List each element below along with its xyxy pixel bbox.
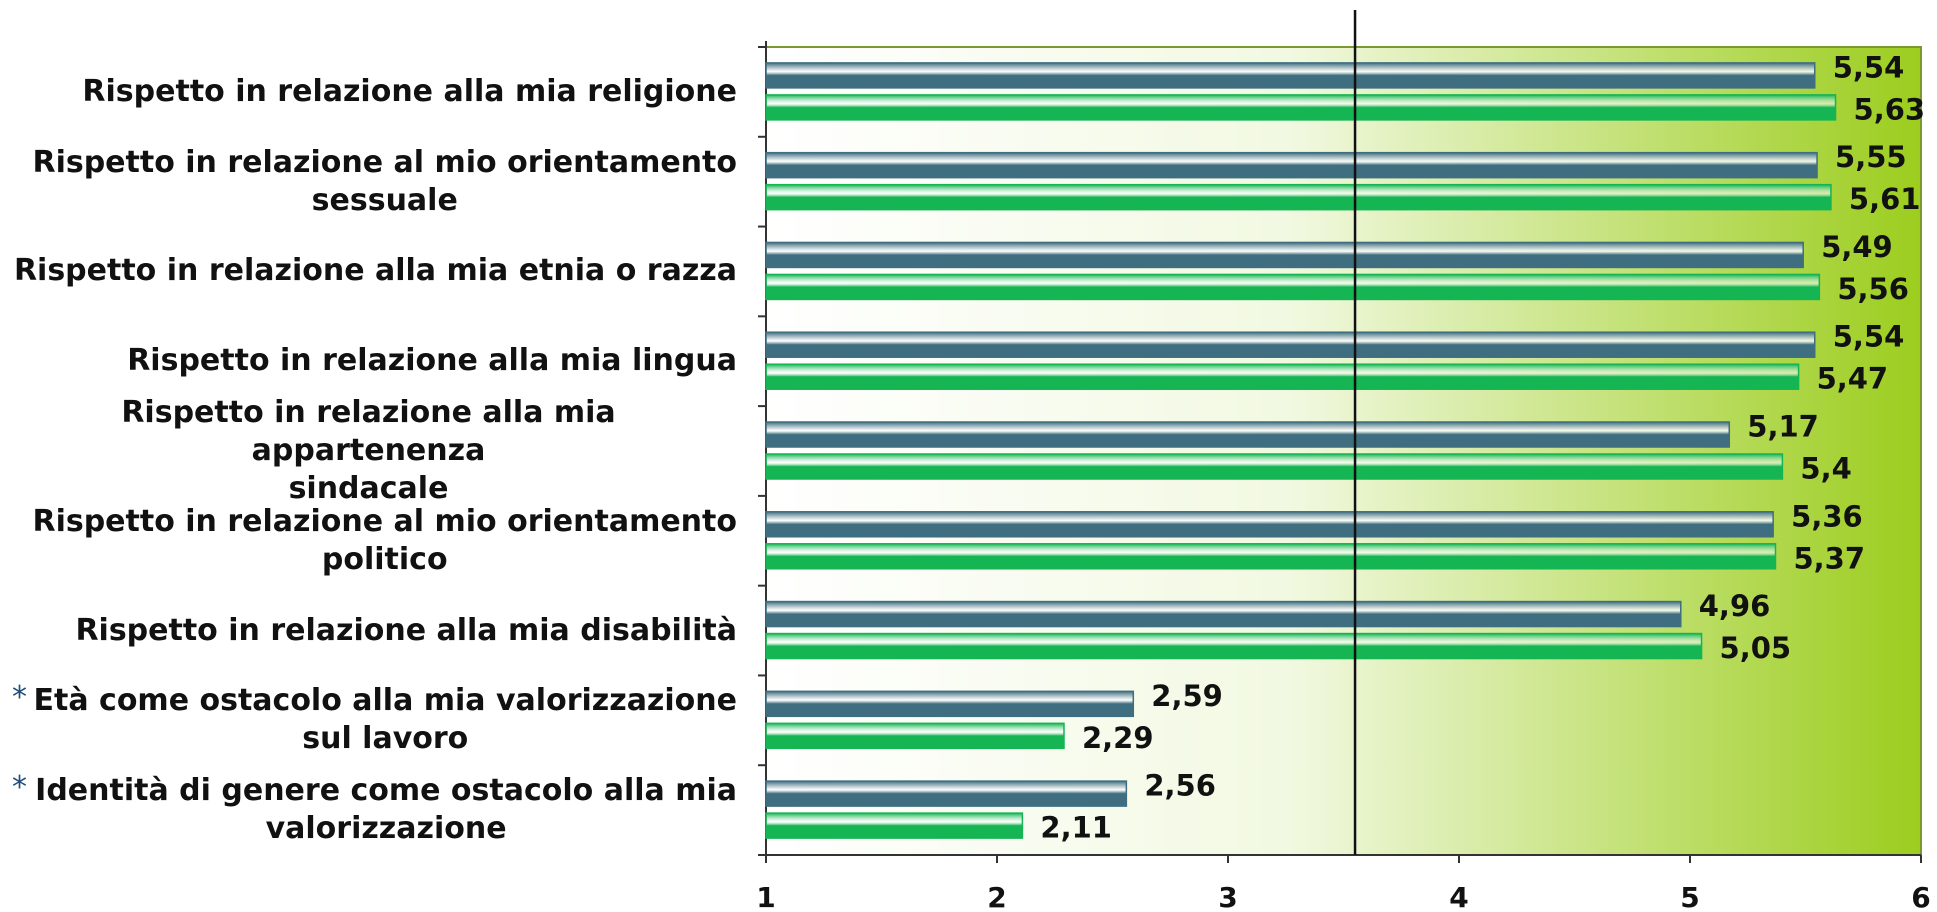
value-label: 5,37 [1793, 541, 1865, 575]
x-tick-label: 1 [756, 881, 775, 912]
bar [765, 183, 1832, 211]
bar [765, 151, 1818, 179]
value-label: 5,36 [1791, 499, 1863, 533]
bar [765, 363, 1800, 390]
value-label: 5,47 [1817, 362, 1889, 396]
value-label: 2,29 [1082, 721, 1154, 755]
bar [765, 421, 1731, 448]
value-label: 2,59 [1151, 679, 1223, 713]
value-label: 5,61 [1849, 182, 1921, 216]
value-label: 5,54 [1833, 50, 1905, 84]
category-mark: * [12, 680, 27, 716]
bar [765, 812, 1024, 839]
category-label: Età come ostacolo alla mia valorizzazion… [33, 683, 737, 757]
bar [765, 632, 1703, 660]
category-label: Rispetto in relazione al mio orientament… [32, 144, 737, 218]
bar [765, 241, 1804, 269]
value-label: 5,17 [1747, 410, 1819, 444]
x-tick-label: 2 [987, 881, 1006, 912]
x-tick-label: 4 [1449, 881, 1468, 912]
category-label: Rispetto in relazione alla mia disabilit… [75, 612, 737, 648]
x-tick-label: 3 [1218, 881, 1237, 912]
bar [765, 722, 1065, 750]
category-label: Rispetto in relazione alla mia appartene… [121, 395, 616, 506]
category-label: Identità di genere come ostacolo alla mi… [35, 773, 737, 847]
bar [765, 453, 1784, 480]
value-label: 2,11 [1040, 811, 1112, 845]
bar [765, 273, 1821, 301]
category-label: Rispetto in relazione alla mia religione [82, 73, 737, 109]
bar [765, 511, 1774, 538]
value-label: 2,56 [1144, 769, 1216, 803]
value-label: 5,54 [1833, 320, 1905, 354]
value-label: 5,55 [1835, 140, 1907, 174]
bar [765, 690, 1135, 718]
category-mark: * [12, 770, 27, 806]
value-label: 5,56 [1837, 272, 1909, 306]
value-label: 5,4 [1800, 452, 1851, 486]
x-tick-label: 6 [1911, 881, 1930, 912]
x-tick-label: 5 [1680, 881, 1699, 912]
bar [765, 543, 1777, 570]
bar [765, 600, 1682, 628]
category-label: Rispetto in relazione al mio orientament… [32, 503, 737, 577]
bar [765, 62, 1816, 89]
category-label: Rispetto in relazione alla mia etnia o r… [13, 253, 737, 289]
bar [765, 331, 1816, 358]
value-label: 5,49 [1821, 230, 1893, 264]
plot-area [765, 46, 1922, 856]
value-label: 5,63 [1854, 92, 1926, 126]
value-label: 5,05 [1720, 631, 1792, 665]
bar [765, 780, 1128, 807]
bar [765, 94, 1837, 121]
value-label: 4,96 [1699, 589, 1771, 623]
category-label: Rispetto in relazione alla mia lingua [127, 343, 737, 379]
